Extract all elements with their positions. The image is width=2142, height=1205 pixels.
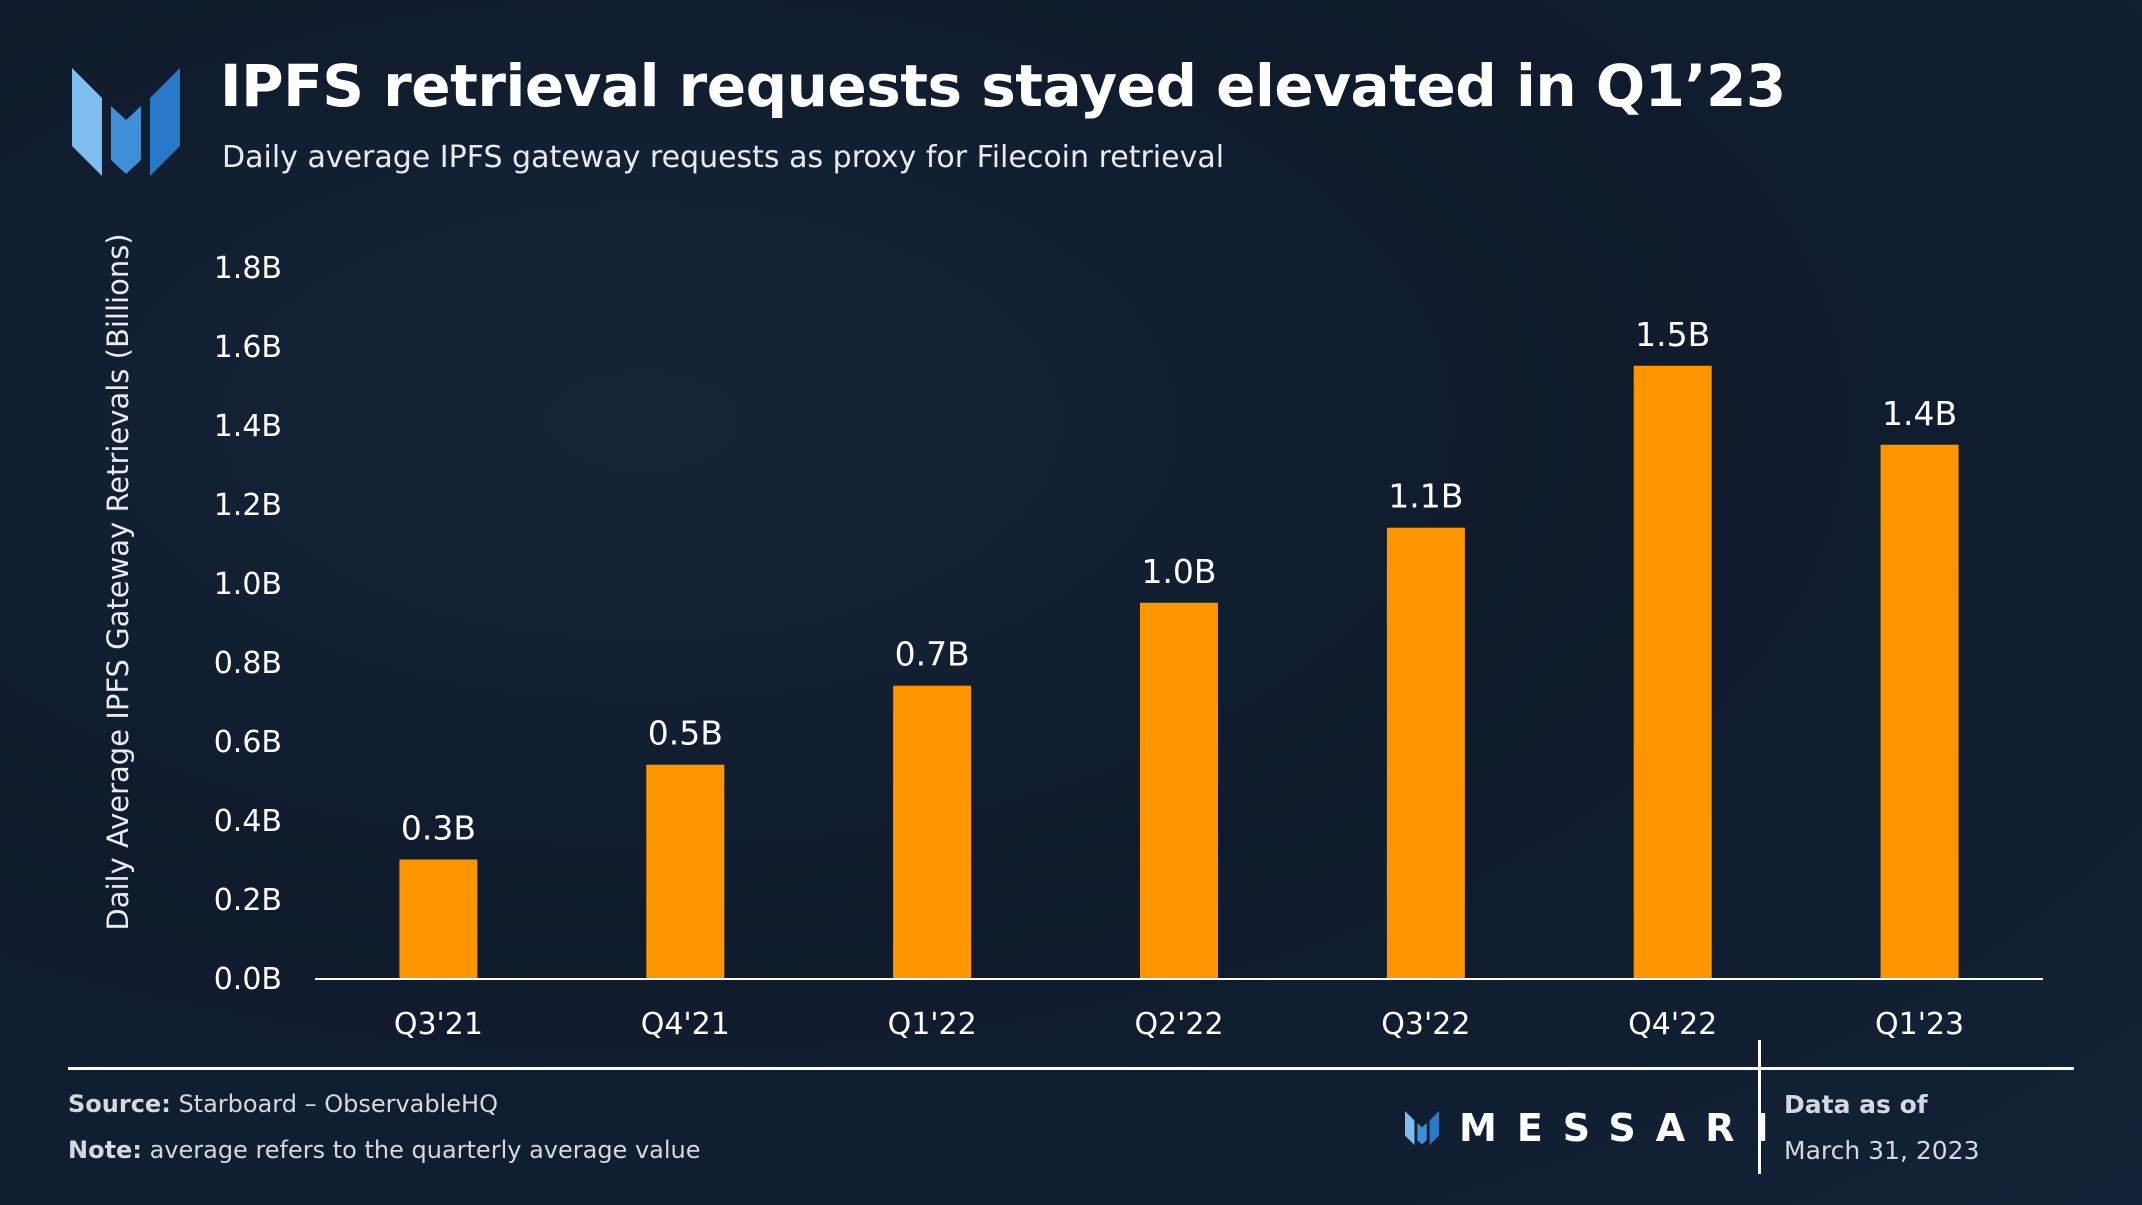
footer-vertical-divider — [1758, 1040, 1761, 1174]
bar — [1386, 527, 1465, 978]
brand-wordmark: MESSARI — [1459, 1106, 1789, 1150]
data-as-of-label: Data as of — [1784, 1090, 1928, 1119]
bar — [1140, 602, 1218, 978]
bar — [1880, 444, 1959, 978]
messari-brand: MESSARI — [1403, 1106, 1789, 1150]
bar-data-label: 1.4B — [1882, 394, 1957, 433]
y-tick-label: 0.2B — [214, 883, 282, 918]
x-tick-label: Q1'23 — [1875, 1007, 1964, 1042]
x-tick-label: Q1'22 — [888, 1007, 977, 1042]
chart-subtitle: Daily average IPFS gateway requests as p… — [222, 140, 1225, 175]
x-tick-label: Q4'22 — [1628, 1007, 1717, 1042]
y-tick-label: 1.4B — [214, 409, 282, 444]
y-tick-label: 0.6B — [214, 725, 282, 760]
source-note: Source: Starboard – ObservableHQ — [68, 1090, 498, 1118]
x-tick-label: Q3'21 — [394, 1007, 483, 1042]
source-label: Source: — [68, 1090, 171, 1118]
chart-title: IPFS retrieval requests stayed elevated … — [220, 52, 1786, 120]
bar — [399, 859, 478, 978]
bar-data-label: 1.5B — [1635, 315, 1710, 354]
bar-data-label: 0.7B — [895, 635, 970, 674]
bar-data-label: 1.1B — [1388, 477, 1463, 516]
y-tick-label: 1.2B — [214, 488, 282, 523]
y-tick-label: 1.8B — [214, 251, 282, 286]
bar-data-label: 0.3B — [401, 809, 476, 848]
footer-divider-line — [68, 1067, 2074, 1070]
bar-data-label: 0.5B — [648, 714, 723, 753]
note-label: Note: — [68, 1136, 142, 1164]
y-tick-label: 1.6B — [214, 330, 282, 365]
messari-logo-icon — [72, 68, 180, 176]
x-tick-label: Q3'22 — [1381, 1007, 1470, 1042]
y-tick-label: 0.8B — [214, 646, 282, 681]
messari-brand-icon — [1405, 1111, 1439, 1145]
y-tick-label: 0.0B — [214, 962, 282, 997]
y-tick-label: 0.4B — [214, 804, 282, 839]
x-tick-label: Q4'21 — [641, 1007, 730, 1042]
bar — [1633, 365, 1712, 978]
x-tick-label: Q2'22 — [1134, 1007, 1223, 1042]
bar-data-label: 1.0B — [1141, 552, 1216, 591]
footnote: Note: average refers to the quarterly av… — [68, 1136, 701, 1164]
bar-chart: 0.0B 0.2B 0.4B 0.6B 0.8B 1.0B 1.2B 1.4B 1.6B 1.8B… — [214, 251, 1964, 1042]
data-as-of-date: March 31, 2023 — [1784, 1136, 1980, 1165]
bar — [893, 685, 972, 978]
y-tick-label: 1.0B — [214, 567, 282, 602]
bar — [646, 764, 725, 978]
source-text: Starboard – ObservableHQ — [178, 1090, 498, 1118]
note-text: average refers to the quarterly average … — [149, 1136, 701, 1164]
